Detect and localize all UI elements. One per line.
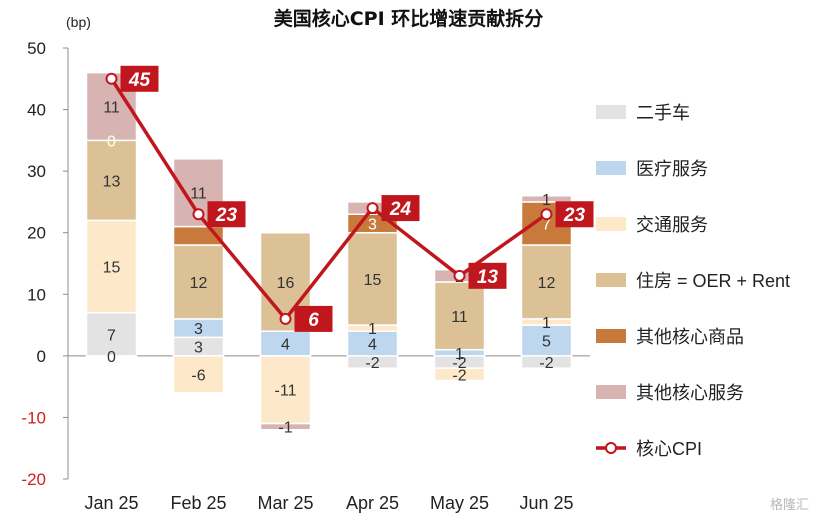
bar-segment [520,195,573,203]
bar-data-label: 4 [368,337,377,354]
bar-data-label: -11 [275,383,297,400]
bar-segment [433,281,486,351]
y-tick-label: 20 [27,224,46,243]
core-cpi-label-box [207,201,246,228]
legend-label: 二手车 [636,103,690,123]
bar-segment [85,219,138,314]
legend-swatch [596,273,626,287]
bar-data-label: -2 [539,355,553,372]
bar-data-label: -2 [452,367,466,384]
x-tick-label: Jan 25 [84,493,138,513]
x-tick-label: May 25 [430,493,489,513]
bar-data-label: 3 [368,216,377,233]
core-cpi-label: 23 [215,205,238,226]
y-tick-label: 50 [27,39,46,58]
legend-swatch [596,329,626,343]
bar-data-label: 11 [103,99,120,116]
core-cpi-label: 23 [563,205,586,226]
bar-data-label: 4 [281,337,290,354]
core-cpi-label-box [294,305,333,332]
bar-data-label: 12 [190,275,208,292]
legend-swatch [596,105,626,119]
legend-label: 交通服务 [636,215,708,235]
bar-data-label: 1 [368,321,377,338]
bar-segment [85,139,138,222]
legend-label: 住房 = OER + Rent [636,271,790,291]
bar-segment [433,367,486,382]
bar-data-label: -1 [278,420,292,437]
core-cpi-label-box [468,262,507,289]
bar-data-label: 1 [455,346,464,363]
core-cpi-point [453,269,466,282]
watermark: 格隆汇 [769,498,809,513]
legend-swatch [596,385,626,399]
y-tick-label: 40 [27,101,46,120]
legend-label: 其他核心商品 [636,327,744,347]
x-tick-label: Feb 25 [170,493,226,513]
core-cpi-point [540,208,553,221]
chart-title: 美国核心CPI 环比增速贡献拆分 [273,8,544,30]
bar-data-label: 5 [542,333,551,350]
bar-data-label: 0 [107,133,116,150]
bar-data-label: 15 [364,272,382,289]
x-tick-label: Mar 25 [257,493,313,513]
bar-segment [259,422,312,431]
core-cpi-label: 6 [308,310,319,331]
y-tick-label: 10 [27,285,46,304]
bar-segment [85,312,138,357]
legend-label: 医疗服务 [636,159,708,179]
y-axis-unit: (bp) [66,14,91,30]
core-cpi-point [192,208,205,221]
legend-label: 其他核心服务 [636,383,744,403]
bar-data-label: 11 [451,309,468,326]
legend-swatch [596,161,626,175]
bar-data-label: -6 [191,367,205,384]
bar-data-label: 11 [190,186,207,203]
core-cpi-label-box [381,195,420,222]
bar-segment [172,244,225,320]
core-cpi-label: 13 [477,267,499,288]
core-cpi-label-box [120,65,159,92]
bar-data-label: 12 [538,275,556,292]
core-cpi-point [366,202,379,215]
core-cpi-point [279,312,292,325]
bar-data-label: 7 [107,327,116,344]
bar-data-label: 13 [103,173,121,190]
bar-segment [172,355,225,394]
bar-data-label: 0 [107,349,116,366]
bar-data-label: 15 [103,260,121,277]
bar-data-label: -2 [452,355,466,372]
core-cpi-label: 45 [128,70,151,91]
bar-data-label: 3 [194,340,203,357]
legend-line-marker [605,442,617,454]
core-cpi-label: 24 [389,199,412,220]
x-tick-label: Jun 25 [519,493,573,513]
core-cpi-label-box [555,201,594,228]
y-tick-label: -20 [21,470,46,489]
bar-data-label: 1 [542,192,551,209]
bar-data-label: -2 [365,355,379,372]
bar-data-label: 1 [542,315,551,332]
bar-data-label: 16 [277,275,295,292]
legend-label: 核心CPI [636,439,702,459]
bar-data-label: 7 [542,216,551,233]
x-tick-label: Apr 25 [346,493,399,513]
legend-swatch [596,217,626,231]
core-cpi-point [105,72,118,85]
y-tick-label: 0 [37,347,46,366]
y-tick-label: 30 [27,162,46,181]
bar-data-label: 3 [194,321,203,338]
y-tick-label: -10 [21,408,46,427]
